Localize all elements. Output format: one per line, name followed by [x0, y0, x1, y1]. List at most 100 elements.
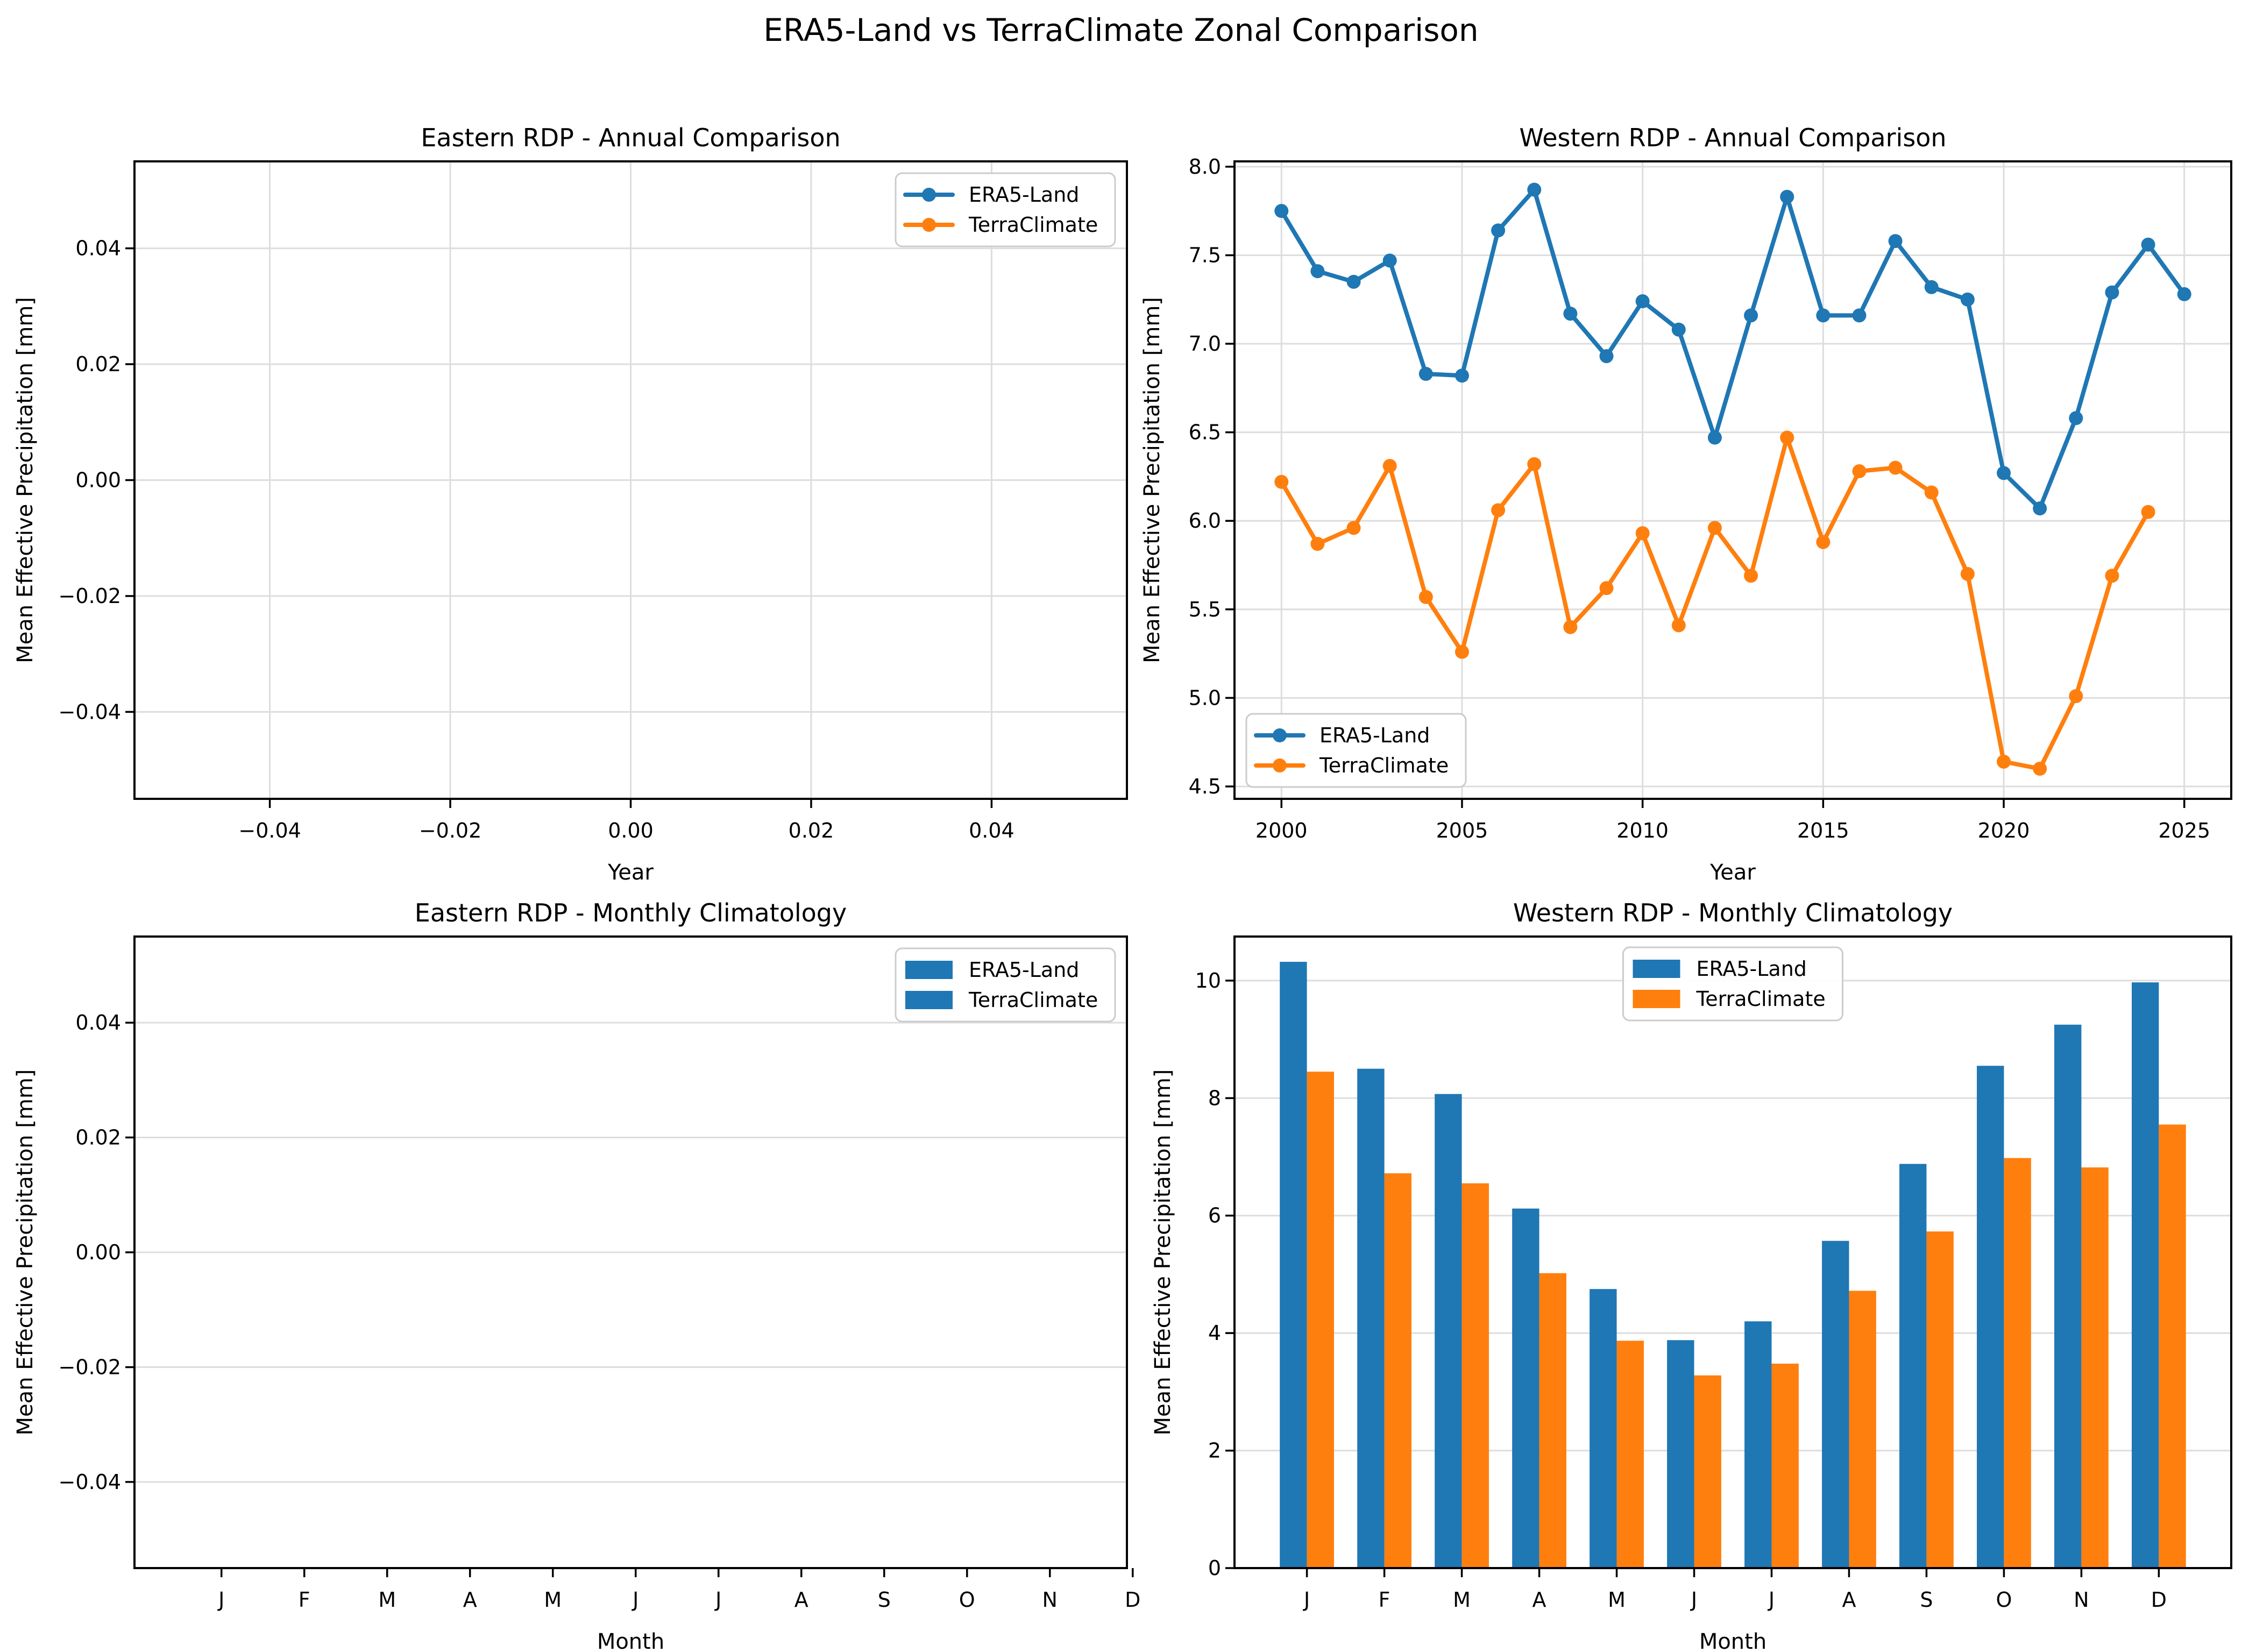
bar — [2159, 1124, 2186, 1568]
figure-suptitle: ERA5-Land vs TerraClimate Zonal Comparis… — [763, 12, 1479, 48]
data-point-marker — [1527, 182, 1542, 197]
subplot-western-monthly: J F M A M J J A S O N D 0 2 4 6 8 10 Western RDP - Monthly… — [1151, 898, 2232, 1652]
legend-label: TerraClimate — [1319, 754, 1449, 777]
data-point-marker — [1563, 307, 1578, 321]
legend-marker-icon — [922, 218, 936, 232]
y-tick-label: 8 — [1208, 1086, 1221, 1110]
x-tick-label: M — [1608, 1588, 1626, 1612]
data-point-marker — [1744, 308, 1758, 323]
line-series-terraclimate — [1274, 430, 2155, 776]
bar — [2081, 1167, 2109, 1568]
subplot-title: Western RDP - Monthly Climatology — [1513, 898, 1953, 927]
data-point-marker — [2033, 501, 2047, 516]
data-point-marker — [1671, 618, 1686, 633]
data-point-marker — [2069, 411, 2083, 426]
y-axis-label: Mean Effective Precipitation [mm] — [13, 297, 38, 663]
data-point-marker — [1274, 474, 1289, 489]
x-tick-label: S — [878, 1588, 891, 1612]
x-tick-label: 2025 — [2158, 819, 2210, 842]
bar — [1590, 1289, 1617, 1568]
y-tick-label: −0.02 — [59, 1355, 121, 1379]
y-tick-label: −0.02 — [59, 584, 121, 608]
x-tick-label: −0.02 — [419, 819, 481, 842]
bar — [1771, 1363, 1799, 1568]
x-tick-label: M — [378, 1588, 396, 1612]
data-point-marker — [1455, 644, 1469, 659]
y-tick-label: 2 — [1208, 1439, 1221, 1463]
bar — [1977, 1066, 2004, 1568]
x-tick-label: A — [463, 1588, 477, 1612]
data-point-marker — [1455, 368, 1469, 383]
legend-label: TerraClimate — [1696, 987, 1826, 1011]
data-point-marker — [1671, 322, 1686, 337]
legend-marker-icon — [1273, 758, 1287, 772]
legend: ERA5-Land TerraClimate — [895, 172, 1116, 247]
legend: ERA5-Land TerraClimate — [1245, 713, 1467, 788]
y-tick-label: 7.0 — [1189, 332, 1221, 356]
bar — [1512, 1208, 1539, 1568]
data-point-marker — [1418, 590, 1433, 604]
y-tick-label: 5.5 — [1189, 598, 1221, 621]
bar — [1384, 1173, 1411, 1568]
legend-patch-sample — [905, 961, 953, 979]
legend-marker-icon — [922, 188, 936, 202]
legend-box — [1245, 713, 1467, 788]
legend-patch-sample — [1633, 990, 1680, 1008]
bar — [1357, 1068, 1385, 1568]
subplot-title: Eastern RDP - Annual Comparison — [421, 123, 840, 152]
bar-series-terraclimate — [1307, 1072, 2186, 1568]
x-tick-label: O — [1996, 1588, 2012, 1612]
bar — [1849, 1291, 1876, 1568]
data-point-marker — [1744, 569, 1758, 583]
legend-label: TerraClimate — [968, 213, 1098, 237]
data-point-marker — [2141, 237, 2155, 252]
data-point-marker — [1346, 521, 1361, 535]
data-point-marker — [1310, 264, 1325, 279]
legend: ERA5-Land TerraClimate — [895, 947, 1116, 1023]
data-point-marker — [2177, 287, 2191, 301]
data-point-marker — [1635, 526, 1650, 541]
subplot-title: Eastern RDP - Monthly Climatology — [415, 898, 847, 927]
x-tick-label: 0.02 — [789, 819, 834, 842]
x-tick-label: M — [544, 1588, 562, 1612]
bar — [1667, 1340, 1694, 1568]
bar — [1822, 1240, 1849, 1568]
axes-spine — [1233, 935, 2232, 1569]
y-tick-label: 4.5 — [1189, 775, 1221, 798]
data-point-marker — [1780, 430, 1794, 445]
legend-label: ERA5-Land — [1697, 957, 1807, 981]
x-tick-label: 2010 — [1616, 819, 1669, 842]
x-tick-label: J — [632, 1588, 638, 1612]
data-point-marker — [2105, 285, 2119, 300]
x-tick-label: 2020 — [1978, 819, 2030, 842]
data-point-marker — [1310, 537, 1325, 551]
data-point-marker — [1888, 234, 1903, 249]
subplot-eastern-annual: −0.04 −0.02 0.00 0.02 0.04 −0.04 −0.02 0.00 0.02… — [13, 123, 1128, 885]
y-axis-label: Mean Effective Precipitation [mm] — [1151, 1069, 1175, 1436]
legend-label: ERA5-Land — [1319, 724, 1430, 747]
y-tick-label: 0.04 — [75, 1011, 121, 1034]
y-axis-label: Mean Effective Precipitation [mm] — [13, 1069, 38, 1436]
legend-label: ERA5-Land — [969, 958, 1079, 982]
x-tick-label: A — [1842, 1588, 1856, 1612]
data-point-marker — [1707, 430, 1722, 445]
data-point-marker — [1816, 535, 1831, 549]
x-axis-label: Month — [597, 1629, 664, 1652]
x-axis-label: Month — [1699, 1629, 1766, 1652]
data-point-marker — [1418, 367, 1433, 381]
y-tick-label: 5.0 — [1189, 686, 1221, 710]
bar — [1539, 1273, 1566, 1568]
data-point-marker — [1563, 620, 1578, 634]
x-tick-label: N — [2074, 1588, 2089, 1612]
y-tick-label: 0 — [1208, 1556, 1221, 1580]
x-tick-label: 2015 — [1797, 819, 1849, 842]
bar — [1694, 1375, 1721, 1568]
x-tick-label: 0.04 — [969, 819, 1014, 842]
x-tick-label: 0.00 — [608, 819, 654, 842]
data-point-marker — [1527, 457, 1542, 471]
subplot-eastern-monthly: J F M A M J J A S O N D −0.04 −0.02 0.00 0.02 0.04 Easter… — [13, 898, 1140, 1652]
series-line — [1279, 187, 2187, 511]
x-tick-label: F — [1379, 1588, 1390, 1612]
x-tick-label: J — [714, 1588, 721, 1612]
data-point-marker — [1816, 308, 1831, 323]
